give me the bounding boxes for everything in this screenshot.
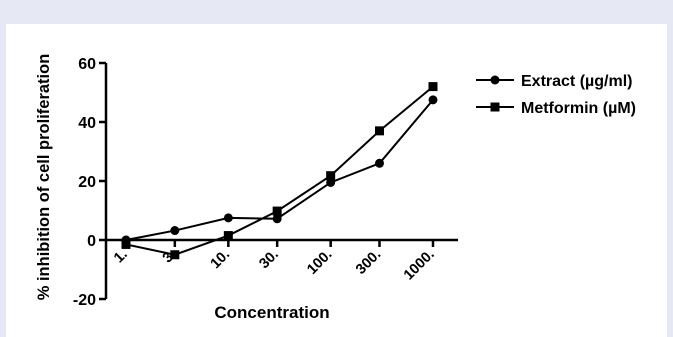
data-point-circle: [326, 177, 336, 187]
data-point-circle: [223, 213, 233, 223]
x-tick-label: 30.: [256, 247, 282, 273]
data-point-circle: [374, 158, 384, 168]
chart-series: [121, 82, 438, 260]
data-point-square: [223, 231, 233, 241]
legend-marker-circle: [490, 75, 500, 85]
series-circle: [121, 95, 438, 245]
y-tick-label: 40: [78, 115, 96, 132]
data-point-square: [326, 171, 336, 181]
x-tick-label: 1.: [111, 247, 131, 267]
x-tick-label: 1000.: [401, 247, 438, 284]
x-tick-label: 300.: [353, 247, 384, 278]
legend-label: Extract (µg/ml): [521, 73, 632, 90]
x-tick-label: 10.: [208, 247, 234, 273]
y-tick-label: -20: [73, 292, 96, 309]
y-tick-label: 0: [87, 233, 96, 250]
data-point-square: [170, 250, 180, 260]
x-axis-label: Concentration: [214, 303, 329, 322]
data-point-square: [121, 239, 131, 249]
data-point-circle: [272, 214, 282, 224]
legend-label: Metformin (µM): [521, 100, 636, 117]
data-point-square: [374, 126, 384, 136]
data-point-circle: [170, 226, 180, 236]
chart-legend: Extract (µg/ml) Metformin (µM): [476, 73, 636, 117]
y-axis-label: % inhibition of cell proliferation: [35, 54, 53, 301]
legend-marker-square: [490, 102, 500, 112]
y-tick-label: 60: [78, 56, 96, 73]
x-tick-label: 100.: [304, 247, 335, 278]
y-tick-label: 20: [78, 174, 96, 191]
legend-item: Extract (µg/ml): [476, 73, 632, 90]
data-point-square: [272, 206, 282, 216]
legend-item: Metformin (µM): [476, 100, 636, 117]
data-point-square: [428, 82, 438, 92]
series-square: [121, 82, 438, 260]
data-point-circle: [428, 95, 438, 105]
chart-panel: -20 0 20 40 60 1. 3. 10. 30. 100. 300. 1000. Extrac…: [6, 24, 667, 337]
